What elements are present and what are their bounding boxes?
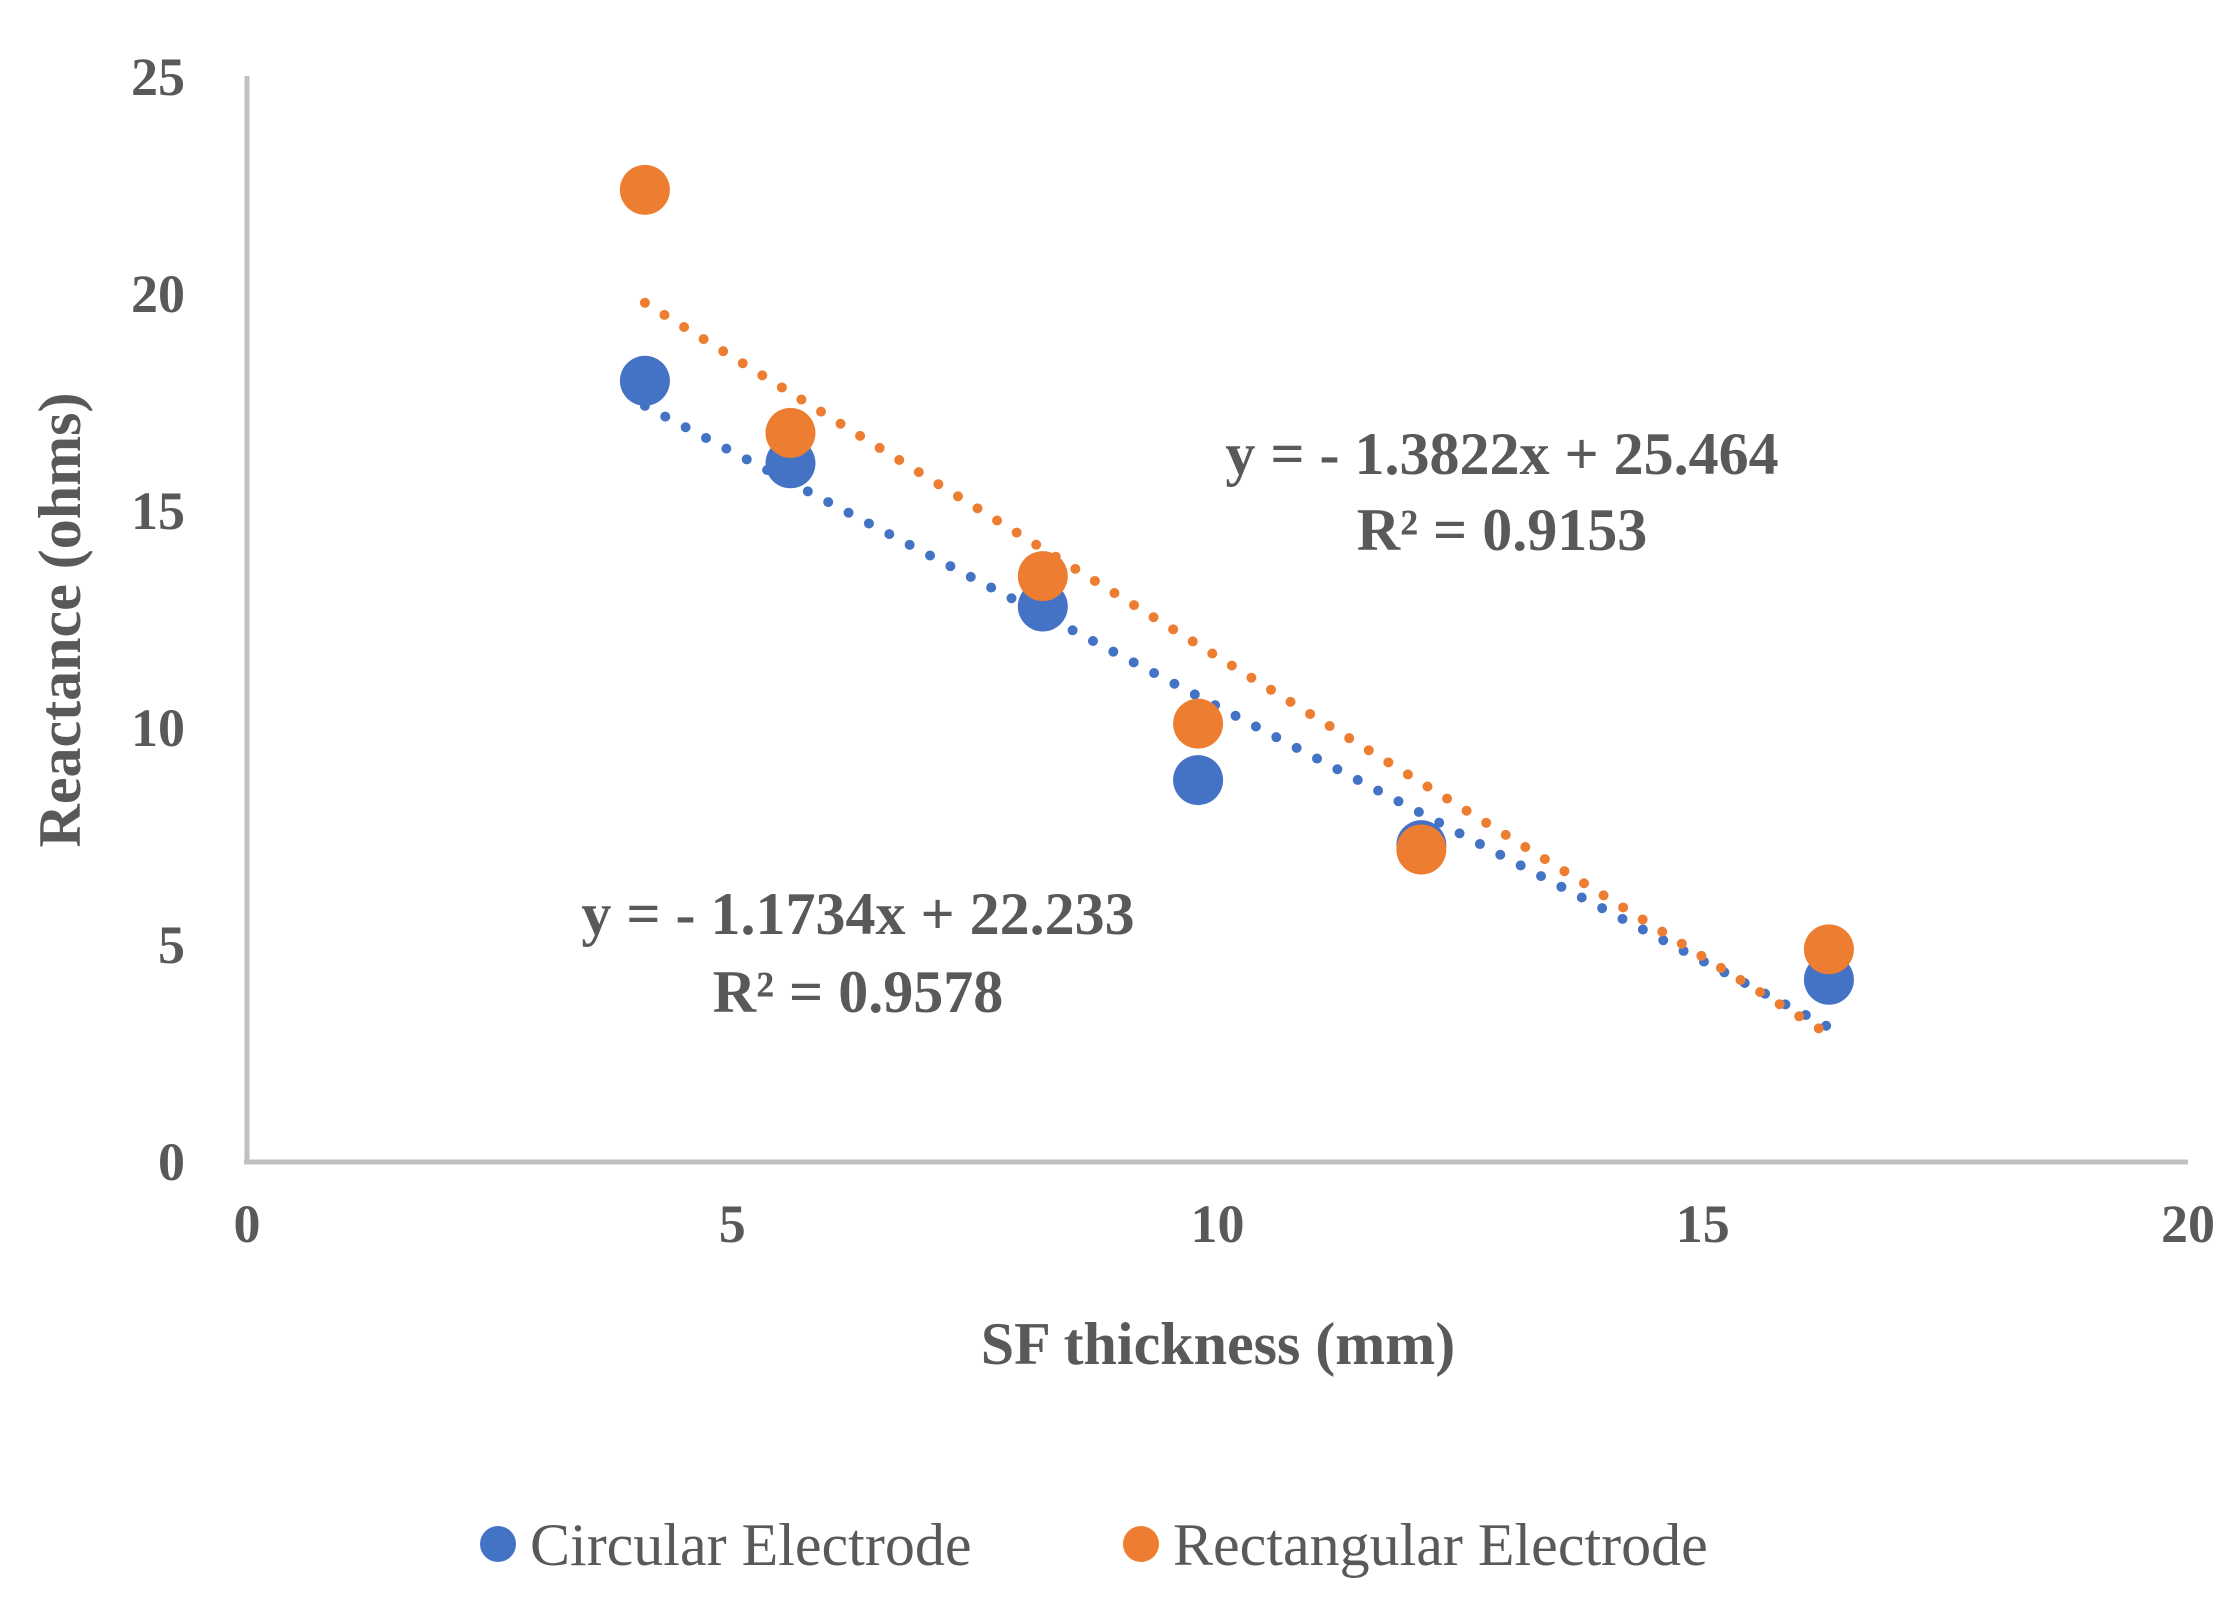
rectangular-trendline [639,297,1834,1040]
legend-marker-circular [480,1526,516,1562]
rectangular-data-point [1396,824,1447,875]
legend-label-rectangular: Rectangular Electrode [1173,1512,1708,1578]
y-tick-label: 10 [131,698,185,758]
rectangular-data-point [619,164,670,215]
trendlines [639,297,1834,1040]
circular-data-point [619,355,670,406]
x-tick-label: 0 [234,1194,261,1254]
x-tick-label: 15 [1676,1194,1730,1254]
y-tick-label: 0 [158,1132,185,1192]
rectangular-data-point [1803,924,1854,975]
tick-labels: 0 5 10 15 20 0 5 10 15 20 25 [131,47,2215,1254]
y-tick-label: 20 [131,264,185,324]
rectangular-equation-label: y = - 1.3822x + 25.464 [1225,421,1778,487]
circular-r2-label: R² = 0.9578 [713,959,1004,1025]
x-tick-label: 20 [2161,1194,2215,1254]
legend-marker-rectangular [1123,1526,1159,1562]
rectangular-r2-label: R² = 0.9153 [1357,497,1648,563]
circular-data-point [1173,755,1224,806]
y-axis-title: Reactance (ohms) [27,393,93,848]
legend: Circular Electrode Rectangular Electrode [480,1512,1708,1578]
x-tick-label: 10 [1191,1194,1245,1254]
rectangular-data-point [1017,551,1068,602]
x-tick-label: 5 [719,1194,746,1254]
rectangular-data-point [765,407,816,458]
y-tick-label: 25 [131,47,185,107]
circular-equation-label: y = - 1.1734x + 22.233 [581,881,1134,947]
y-tick-label: 15 [131,481,185,541]
y-tick-label: 5 [158,915,185,975]
axes [244,76,2188,1165]
rectangular-data-point [1173,698,1224,749]
legend-label-circular: Circular Electrode [530,1512,971,1578]
data-points [619,164,1854,1005]
x-axis-title: SF thickness (mm) [981,1311,1455,1377]
circular-trendline [639,400,1834,1033]
